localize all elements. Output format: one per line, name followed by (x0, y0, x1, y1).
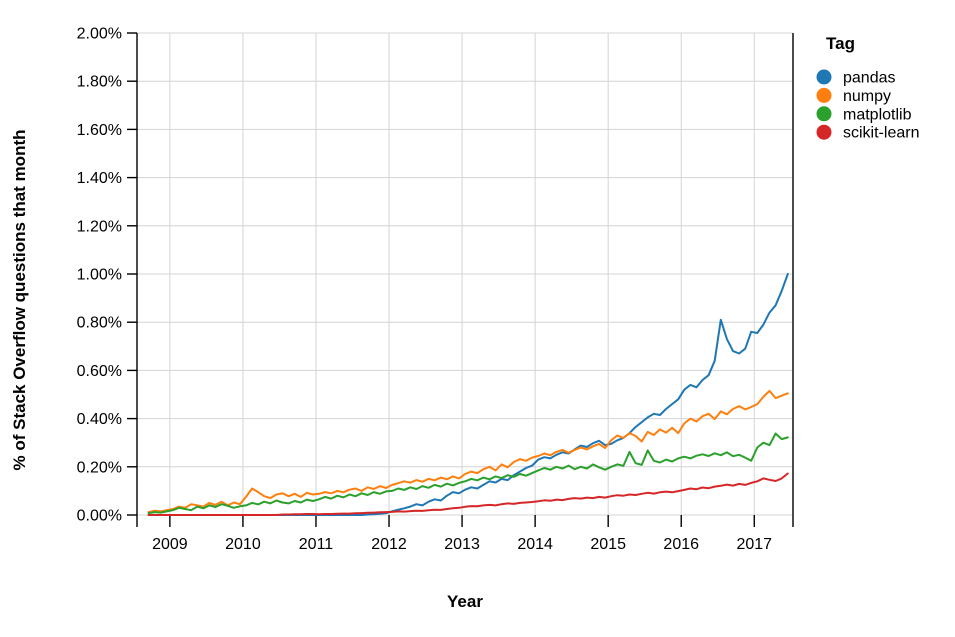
y-tick-label: 1.40% (77, 170, 122, 187)
x-tick-label: 2015 (590, 536, 626, 553)
legend-swatch-scikit-learn (816, 124, 832, 140)
x-tick-label: 2017 (736, 536, 772, 553)
legend-label-scikit-learn: scikit-learn (843, 125, 919, 142)
x-tick-label: 2009 (152, 536, 188, 553)
y-tick-label: 0.60% (77, 363, 122, 380)
x-tick-label: 2012 (371, 536, 407, 553)
y-tick-label: 1.00% (77, 267, 122, 284)
series-line-matplotlib (147, 432, 789, 515)
axis-labels: 0.00% 0.20% 0.40% 0.60% 0.80% 1.00% 1.20% 1.40%… (77, 26, 773, 554)
axes (127, 32, 794, 527)
y-tick-label: 0.40% (77, 411, 122, 428)
legend-swatch-matplotlib (816, 106, 832, 122)
legend-swatch-pandas (816, 69, 832, 85)
x-tick-label: 2011 (299, 536, 334, 553)
y-tick-label: 0.00% (77, 508, 122, 525)
series-line-numpy (147, 389, 789, 514)
x-tick-label: 2013 (444, 536, 480, 553)
series-line-scikit-learn (147, 472, 789, 516)
series-lines (147, 273, 789, 516)
gridlines (137, 32, 793, 516)
y-tick-label: 0.20% (77, 459, 122, 476)
x-tick-label: 2014 (517, 536, 553, 553)
legend-label-numpy: numpy (843, 88, 891, 105)
series-line-pandas (147, 273, 789, 516)
y-tick-label: 2.00% (77, 26, 122, 43)
legend-swatch-numpy (816, 87, 832, 103)
y-tick-label: 1.20% (77, 218, 122, 235)
x-tick-label: 2016 (663, 536, 699, 553)
legend-title: Tag (826, 34, 855, 53)
y-tick-label: 1.80% (77, 74, 122, 91)
y-tick-label: 0.80% (77, 315, 122, 332)
y-tick-label: 1.60% (77, 122, 122, 139)
x-tick-label: 2010 (225, 536, 261, 553)
legend-label-matplotlib: matplotlib (843, 106, 912, 123)
legend-label-pandas: pandas (843, 70, 896, 87)
x-axis-title: Year (447, 592, 483, 611)
y-axis-title: % of Stack Overflow questions that month (10, 130, 29, 471)
